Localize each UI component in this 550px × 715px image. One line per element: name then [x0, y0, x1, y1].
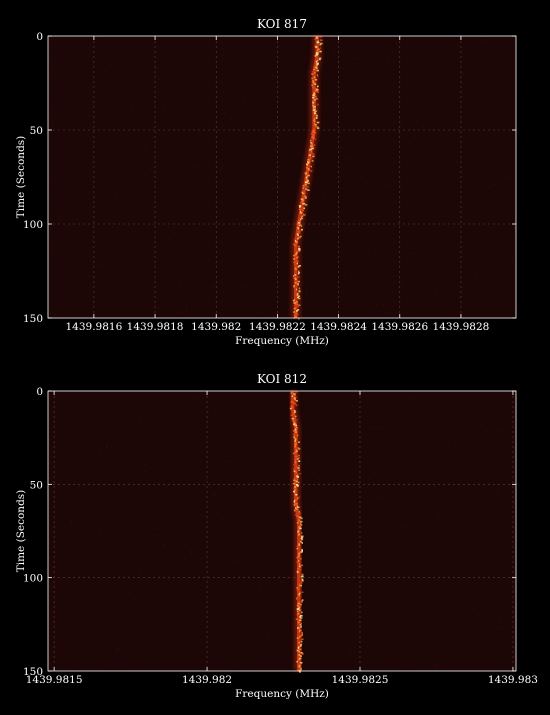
noise-speckle	[48, 391, 517, 672]
x-tick-label: 1439.9826	[371, 321, 428, 333]
chart-panel-koi-812: 1439.9815 1439.982 1439.9825 1439.983 0 50 100…	[15, 372, 538, 700]
x-tick-label: 1439.982	[191, 321, 241, 333]
signal-drift-track	[291, 36, 323, 320]
y-tick-label: 100	[23, 219, 43, 231]
x-tick-label: 1439.9816	[65, 321, 122, 333]
chart-title: KOI 817	[257, 17, 307, 31]
y-tick-label: 100	[23, 573, 43, 585]
grid-lines	[48, 36, 516, 318]
chart-title: KOI 812	[257, 372, 307, 386]
x-axis-label: Frequency (MHz)	[235, 688, 329, 700]
signal-drift-track	[288, 391, 304, 673]
x-tick-label: 1439.9825	[332, 674, 389, 686]
grid-lines	[48, 391, 516, 671]
y-tick-label: 0	[36, 31, 43, 43]
x-axis-label: Frequency (MHz)	[235, 335, 329, 347]
y-axis-label: Time (Seconds)	[15, 136, 27, 219]
x-tick-label: 1439.9828	[433, 321, 490, 333]
plot-frame	[47, 35, 517, 319]
y-tick-label: 150	[23, 666, 43, 678]
y-tick-label: 0	[36, 386, 43, 398]
y-axis-label: Time (Seconds)	[15, 490, 27, 573]
chart-panel-koi-817: 1439.9816 1439.9818 1439.982 1439.9822 1439.…	[15, 17, 517, 347]
y-tick-label: 150	[23, 313, 43, 325]
y-tick-label: 50	[30, 479, 43, 491]
plot-background	[48, 36, 516, 318]
x-tick-label: 1439.9818	[127, 321, 184, 333]
x-tick-label: 1439.9824	[310, 321, 367, 333]
plot-background	[48, 391, 516, 671]
x-tick-label: 1439.9822	[249, 321, 306, 333]
x-tick-label: 1439.983	[488, 674, 538, 686]
plot-frame	[47, 390, 517, 672]
x-tick-label: 1439.982	[182, 674, 232, 686]
y-tick-label: 50	[30, 125, 43, 137]
x-tick-label: 1439.9815	[26, 674, 83, 686]
